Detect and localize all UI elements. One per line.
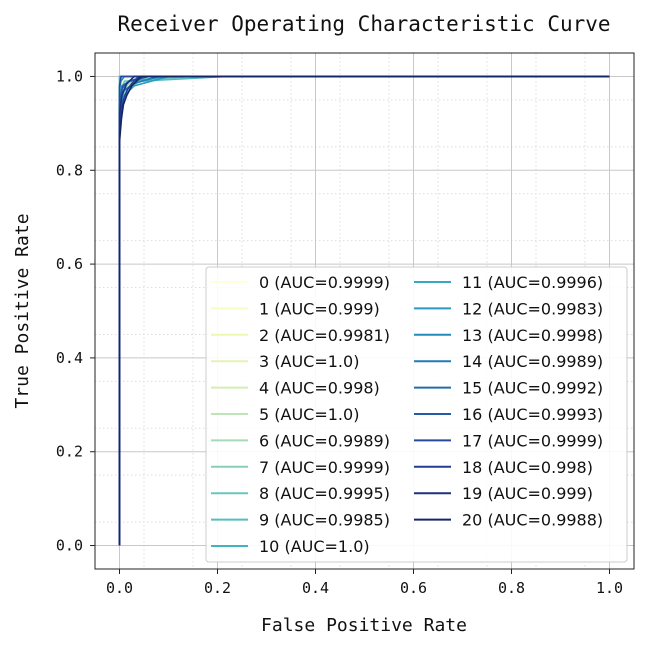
chart-title: Receiver Operating Characteristic Curve xyxy=(117,12,610,36)
y-tick-label: 0.8 xyxy=(56,161,83,179)
legend-label-6: 6 (AUC=0.9989) xyxy=(259,431,390,450)
legend-label-4: 4 (AUC=0.998) xyxy=(259,379,380,398)
x-tick-label: 0.6 xyxy=(400,579,427,597)
legend-label-16: 16 (AUC=0.9993) xyxy=(462,405,603,424)
legend-label-15: 15 (AUC=0.9992) xyxy=(462,379,603,398)
y-tick-label: 0.4 xyxy=(56,349,83,367)
y-tick-label: 1.0 xyxy=(56,67,83,85)
legend-label-10: 10 (AUC=1.0) xyxy=(259,537,370,556)
y-axis-label: True Positive Rate xyxy=(12,213,33,408)
x-tick-label: 0.4 xyxy=(302,579,329,597)
x-tick-label: 0.2 xyxy=(204,579,231,597)
legend-label-0: 0 (AUC=0.9999) xyxy=(259,273,390,292)
x-axis-label: False Positive Rate xyxy=(261,615,467,636)
plot-area: 0.0 0.2 0.4 0.6 0.8 1.0 0.0 0.2 0.4 0.6 0.8 1.0 0 (A… xyxy=(56,52,635,597)
legend-label-11: 11 (AUC=0.9996) xyxy=(462,273,603,292)
legend-label-3: 3 (AUC=1.0) xyxy=(259,352,359,371)
legend-label-14: 14 (AUC=0.9989) xyxy=(462,352,603,371)
legend-label-7: 7 (AUC=0.9999) xyxy=(259,458,390,477)
x-tick-label: 0.8 xyxy=(498,579,525,597)
legend-label-5: 5 (AUC=1.0) xyxy=(259,405,359,424)
y-tick-label: 0.6 xyxy=(56,255,83,273)
x-tick-label: 0.0 xyxy=(106,579,133,597)
axes-frame xyxy=(94,52,635,570)
legend-label-18: 18 (AUC=0.998) xyxy=(462,458,593,477)
legend-label-20: 20 (AUC=0.9988) xyxy=(462,511,603,530)
legend-label-12: 12 (AUC=0.9983) xyxy=(462,299,603,318)
legend-label-9: 9 (AUC=0.9985) xyxy=(259,511,390,530)
legend-label-2: 2 (AUC=0.9981) xyxy=(259,326,390,345)
legend-label-13: 13 (AUC=0.9998) xyxy=(462,326,603,345)
roc-line-series-20 xyxy=(118,75,610,546)
y-tick-label: 0.2 xyxy=(56,443,83,461)
y-tick-label: 0.0 xyxy=(56,537,83,555)
x-tick-label: 1.0 xyxy=(596,579,623,597)
legend-label-17: 17 (AUC=0.9999) xyxy=(462,431,603,450)
legend-label-19: 19 (AUC=0.999) xyxy=(462,484,593,503)
legend-label-1: 1 (AUC=0.999) xyxy=(259,299,380,318)
legend-label-8: 8 (AUC=0.9995) xyxy=(259,484,390,503)
